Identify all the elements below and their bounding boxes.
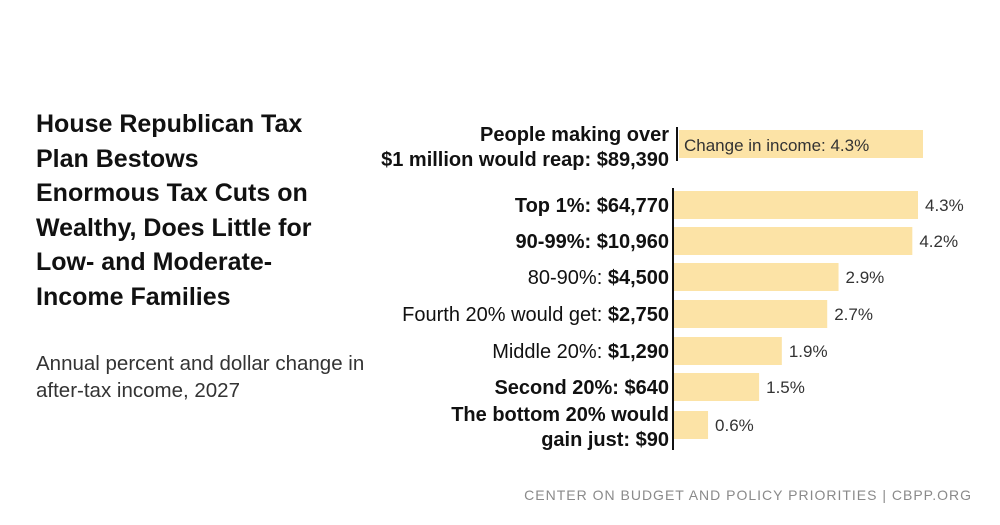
bar-3 bbox=[674, 300, 828, 328]
bar-value-label-5: 1.5% bbox=[766, 378, 805, 397]
bar-value-label-2: 2.9% bbox=[846, 268, 885, 287]
bar-5 bbox=[674, 373, 760, 401]
bar-label-3: Fourth 20% would get: $2,750 bbox=[402, 304, 669, 326]
bar-label-2: 80-90%: $4,500 bbox=[528, 267, 669, 289]
bar-over-1-million bbox=[679, 130, 923, 158]
bar-label-0: Top 1%: $64,770 bbox=[515, 195, 669, 217]
bar-0 bbox=[674, 191, 918, 219]
chart-subtitle: Annual percent and dollar change in afte… bbox=[36, 352, 365, 402]
bar-value-label-6: 0.6% bbox=[715, 416, 754, 435]
source-credit: CENTER ON BUDGET AND POLICY PRIORITIES |… bbox=[524, 487, 972, 503]
bar-2 bbox=[674, 263, 839, 291]
bar-value-label-1: 4.2% bbox=[919, 232, 958, 251]
label-over-1-million-line1: People making over bbox=[480, 124, 669, 146]
bar-label-over-1-million: Change in income: 4.3% bbox=[684, 136, 869, 155]
bar-label-1: 90-99%: $10,960 bbox=[516, 231, 669, 253]
bar-label-4: Middle 20%: $1,290 bbox=[492, 341, 669, 363]
bar-value-label-4: 1.9% bbox=[789, 342, 828, 361]
bar-6 bbox=[674, 411, 709, 439]
bar-4 bbox=[674, 337, 782, 365]
bar-label-6-line1: The bottom 20% would bbox=[451, 404, 669, 426]
bar-label-5: Second 20%: $640 bbox=[494, 377, 669, 399]
bar-1 bbox=[674, 227, 913, 255]
chart-title: House Republican Tax Plan Bestows Enormo… bbox=[36, 110, 312, 311]
label-over-1-million-line2: $1 million would reap: $89,390 bbox=[381, 149, 669, 171]
bar-value-label-0: 4.3% bbox=[925, 196, 964, 215]
bar-value-label-3: 2.7% bbox=[834, 305, 873, 324]
bar-label-6-line2: gain just: $90 bbox=[541, 429, 669, 451]
